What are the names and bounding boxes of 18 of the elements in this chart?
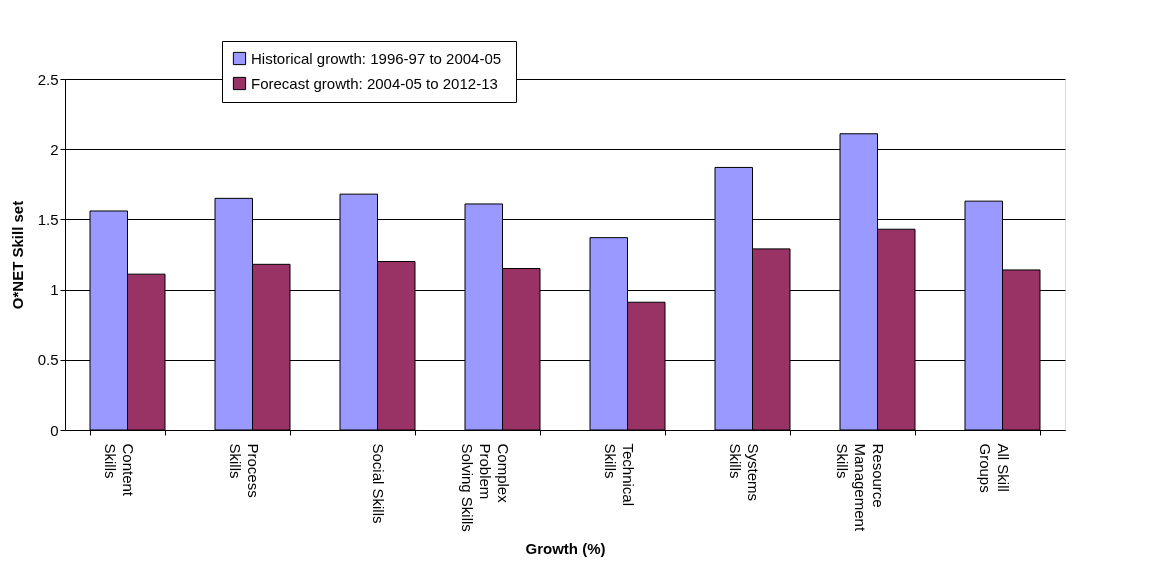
y-tick-label: 1: [50, 281, 59, 299]
y-tick-label: 0: [50, 421, 59, 439]
x-tick-label: Social Skills: [370, 443, 387, 524]
x-tick-label: Process Skills: [227, 443, 262, 498]
x-tick-label: All Skill Groups: [977, 443, 1012, 493]
y-tick-label: 1.5: [37, 210, 59, 228]
legend-label: Historical growth: 1996-97 to 2004-05: [251, 49, 502, 67]
y-tick-label: 2: [50, 140, 59, 158]
x-tick-label: Complex Problem Solving Skills: [459, 443, 512, 532]
x-tick-label: Content Skills: [102, 443, 137, 497]
x-tick-label: Systems Skills: [727, 443, 762, 502]
x-tick-label: Technical Skills: [602, 443, 637, 507]
y-axis-title: O*NET Skill set: [8, 200, 26, 310]
y-tick-label: 2.5: [37, 70, 59, 88]
x-tick-label: Resource Management Skills: [834, 443, 887, 532]
y-tick-label: 0.5: [37, 351, 59, 369]
x-axis-title: Growth (%): [525, 539, 606, 557]
legend-label: Forecast growth: 2004-05 to 2012-13: [251, 74, 498, 92]
